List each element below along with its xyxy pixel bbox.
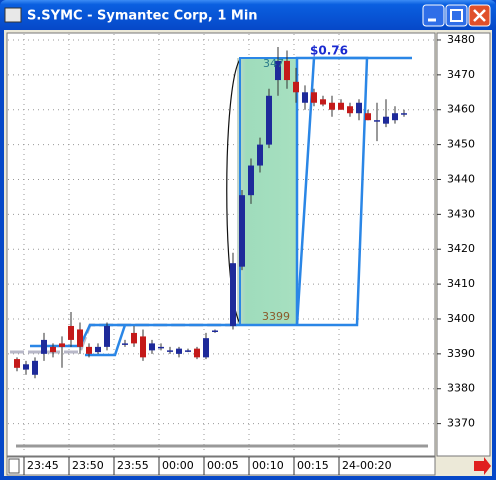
y-tick-label: 3400 xyxy=(447,312,475,325)
x-tick-label: 23:45 xyxy=(27,459,59,472)
candle-body xyxy=(95,346,101,353)
candle-body xyxy=(293,81,299,93)
candle-body xyxy=(257,144,263,166)
title-bar xyxy=(0,0,496,30)
close-glyph xyxy=(473,9,486,22)
candle-body xyxy=(356,102,362,114)
grid xyxy=(8,34,434,454)
candle-body xyxy=(50,346,56,353)
scroll-box[interactable] xyxy=(8,458,20,474)
scroll-arrow[interactable] xyxy=(474,457,491,475)
candle-body xyxy=(275,60,281,81)
candle-body xyxy=(77,329,83,347)
candle-body xyxy=(383,116,389,124)
price-axis xyxy=(436,32,491,457)
candle-body xyxy=(32,360,38,375)
plot-area xyxy=(6,32,436,457)
candle-body xyxy=(203,338,209,358)
candle-body xyxy=(311,92,317,103)
x-tick-label: 00:05 xyxy=(207,459,239,472)
y-tick-label: 3440 xyxy=(447,172,475,185)
candle-body xyxy=(104,325,110,347)
candle-body xyxy=(122,343,128,345)
y-tick-label: 3450 xyxy=(447,138,475,151)
x-tick-label: 00:10 xyxy=(252,459,284,472)
y-tick-label: 3430 xyxy=(447,207,475,220)
candle-body xyxy=(347,106,353,114)
candle-body xyxy=(41,339,47,354)
candle-body xyxy=(131,332,137,344)
candle-body xyxy=(266,95,272,145)
candle-body xyxy=(14,359,20,368)
window-title: S.SYMC - Symantec Corp, 1 Min xyxy=(27,9,258,24)
minimize-button[interactable] xyxy=(422,4,445,27)
x-tick-label: 00:15 xyxy=(297,459,329,472)
candle-body xyxy=(338,102,344,110)
target-line xyxy=(295,56,412,326)
candle-body xyxy=(401,113,407,115)
candle-body xyxy=(158,346,164,349)
y-tick-label: 3470 xyxy=(447,68,475,81)
candle-body xyxy=(212,330,218,332)
candle-body xyxy=(167,350,173,352)
candle-body xyxy=(59,343,65,347)
y-tick-label: 3410 xyxy=(447,277,475,290)
window-buttons xyxy=(422,4,491,27)
y-tick-label: 3460 xyxy=(447,103,475,116)
candle-body xyxy=(239,195,245,267)
annotation: 3399 xyxy=(262,310,290,323)
y-tick-label: 3390 xyxy=(447,347,475,360)
candle-body xyxy=(365,113,371,121)
y-tick-label: 3480 xyxy=(447,33,475,46)
candle-body xyxy=(248,165,254,196)
x-tick-label: 00:00 xyxy=(162,459,194,472)
candle-body xyxy=(329,102,335,110)
candles xyxy=(14,46,407,379)
candle-body xyxy=(86,346,92,354)
candle-body xyxy=(284,60,290,81)
candle-body xyxy=(230,263,236,326)
candle-body xyxy=(392,113,398,121)
x-tick-label: 24-00:20 xyxy=(342,459,392,472)
candle-body xyxy=(302,92,308,103)
x-tick-label: 23:50 xyxy=(72,459,104,472)
candle-body xyxy=(149,343,155,351)
entry-line xyxy=(85,324,127,357)
annotation: $0.76 xyxy=(310,44,348,58)
y-tick-label: 3420 xyxy=(447,242,475,255)
y-tick-label: 3370 xyxy=(447,417,475,430)
candle-body xyxy=(194,348,200,358)
candle-body xyxy=(23,364,29,370)
maximize-glyph xyxy=(450,9,463,22)
candle-body xyxy=(140,336,146,358)
maximize-button[interactable] xyxy=(445,4,468,27)
annotation: 347 xyxy=(263,57,284,70)
candle-body xyxy=(320,99,326,105)
candle-body xyxy=(68,325,74,340)
y-tick-label: 3380 xyxy=(447,382,475,395)
candle-body xyxy=(176,348,182,354)
candle-body xyxy=(374,120,380,122)
x-tick-label: 23:55 xyxy=(117,459,149,472)
candle-body xyxy=(185,350,191,352)
app-icon xyxy=(4,7,22,23)
